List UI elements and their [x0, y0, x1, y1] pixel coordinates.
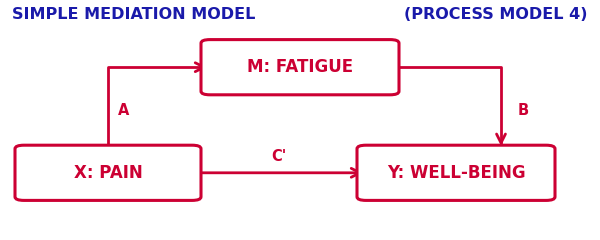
Text: Y: WELL-BEING: Y: WELL-BEING	[386, 164, 526, 182]
Text: X: PAIN: X: PAIN	[74, 164, 142, 182]
Text: SIMPLE MEDIATION MODEL: SIMPLE MEDIATION MODEL	[12, 7, 256, 22]
FancyBboxPatch shape	[357, 145, 555, 200]
FancyBboxPatch shape	[15, 145, 201, 200]
Text: B: B	[517, 103, 529, 118]
Text: C': C'	[271, 149, 287, 164]
Text: A: A	[118, 103, 129, 118]
Text: M: FATIGUE: M: FATIGUE	[247, 58, 353, 76]
FancyBboxPatch shape	[201, 40, 399, 95]
Text: (PROCESS MODEL 4): (PROCESS MODEL 4)	[404, 7, 588, 22]
